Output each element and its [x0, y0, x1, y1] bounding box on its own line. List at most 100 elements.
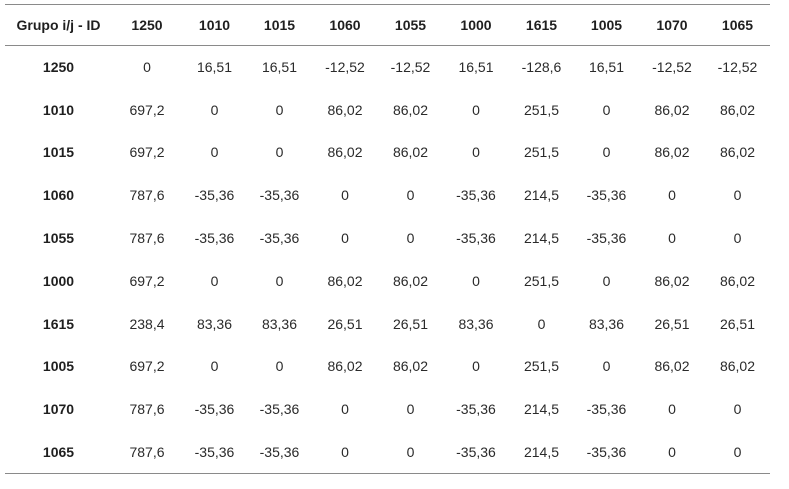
table-cell: 86,02	[392, 272, 429, 289]
table-cell: 0	[733, 187, 742, 204]
table-cell: 0	[143, 59, 151, 76]
column-header: 1000	[443, 4, 509, 46]
column-header: 1055	[378, 4, 443, 46]
table-cell: 787,6	[112, 430, 182, 474]
table-cell: 86,02	[327, 144, 363, 161]
column-header: 1070	[639, 4, 705, 46]
table-cell: 86,02	[654, 144, 690, 161]
table-cell: 214,5	[523, 187, 560, 204]
table-cell: -12,52	[390, 59, 431, 76]
table-row: 1065 787,6 -35,36 -35,36 0 0 -35,36 214,5 -35,36…	[5, 430, 770, 474]
table-cell: 0	[537, 315, 546, 332]
table-cell: 0	[275, 272, 284, 289]
row-header: 1615	[42, 315, 75, 332]
table-cell: 0	[472, 144, 480, 161]
table-cell: 16,51	[196, 59, 233, 76]
table-cell: 238,4	[129, 315, 165, 332]
table-cell: 0	[472, 358, 480, 375]
table-cell: 214,5	[523, 401, 560, 418]
table-cell: 26,51	[719, 315, 756, 332]
table-cell: -35,36	[574, 430, 639, 474]
table-cell: -35,36	[259, 230, 300, 247]
table-cell: 214,5	[509, 430, 574, 474]
column-header: 1010	[182, 4, 247, 46]
column-header: 1250	[112, 4, 182, 46]
table-cell: 0	[210, 358, 219, 375]
table-cell: 0	[275, 101, 284, 118]
table-cell: 787,6	[129, 230, 165, 247]
table-cell: -12,52	[717, 59, 758, 76]
column-header: 1060	[312, 4, 378, 46]
table-cell: 251,5	[523, 144, 560, 161]
table-cell: 0	[378, 430, 443, 474]
table-row: 1250 0 16,51 16,51 -12,52 -12,52 16,51 -128,6 16…	[5, 46, 770, 89]
row-header: 1000	[42, 272, 75, 289]
table-cell: 0	[602, 272, 611, 289]
table-cell: 0	[472, 101, 480, 118]
table-cell: 0	[210, 272, 219, 289]
table-cell: -35,36	[194, 230, 235, 247]
table-row: 1060 787,6 -35,36 -35,36 0 0 -35,36 214,5 -35,36…	[5, 174, 770, 217]
column-header: 1005	[574, 4, 639, 46]
table-cell: 26,51	[392, 315, 429, 332]
header-label: Grupo i/j - ID	[5, 4, 112, 46]
table-cell: 86,02	[654, 272, 690, 289]
table-row: 1005 697,2 0 0 86,02 86,02 0 251,5 0 86,02 86,02	[5, 345, 770, 388]
table-cell: 0	[668, 187, 676, 204]
table-cell: 0	[602, 144, 611, 161]
table-cell: 787,6	[129, 187, 165, 204]
table-cell: 86,02	[719, 358, 756, 375]
table-cell: 0	[668, 401, 676, 418]
table-cell: -12,52	[652, 59, 692, 76]
table-cell: 697,2	[129, 358, 165, 375]
column-header: 1015	[247, 4, 312, 46]
table-cell: -35,36	[194, 187, 235, 204]
table-cell: 0	[210, 144, 219, 161]
table-cell: 0	[602, 101, 611, 118]
column-header: 1615	[509, 4, 574, 46]
table-row: 1015 697,2 0 0 86,02 86,02 0 251,5 0 86,02 86,02	[5, 131, 770, 174]
table-cell: 787,6	[129, 401, 165, 418]
table-cell: 26,51	[654, 315, 690, 332]
data-table-container: Grupo i/j - ID 1250 1010 1015 1060 1055 1000 1…	[5, 4, 770, 474]
row-header: 1070	[42, 401, 75, 418]
table-cell: -128,6	[521, 59, 562, 76]
table-cell: 83,36	[588, 315, 625, 332]
table-cell: -35,36	[586, 187, 627, 204]
table-cell: 86,02	[392, 144, 429, 161]
table-cell: -35,36	[182, 430, 247, 474]
table-cell: 0	[472, 272, 480, 289]
row-header: 1005	[42, 358, 75, 375]
table-cell: 0	[406, 187, 415, 204]
table-cell: 697,2	[129, 101, 165, 118]
row-header: 1055	[42, 230, 75, 247]
table-cell: 86,02	[392, 101, 429, 118]
table-cell: 214,5	[523, 230, 560, 247]
table-cell: 16,51	[458, 59, 494, 76]
table-cell: 86,02	[719, 272, 756, 289]
table-cell: -35,36	[456, 401, 496, 418]
table-cell: -12,52	[325, 59, 365, 76]
table-cell: 0	[668, 230, 676, 247]
table-cell: 251,5	[523, 358, 560, 375]
table-cell: 0	[341, 187, 349, 204]
table-cell: 697,2	[129, 144, 165, 161]
table-cell: 86,02	[719, 144, 756, 161]
table-cell: 86,02	[327, 358, 363, 375]
table-row: 1070 787,6 -35,36 -35,36 0 0 -35,36 214,5 -35,36…	[5, 388, 770, 431]
table-cell: 0	[275, 358, 284, 375]
table-cell: 0	[312, 430, 378, 474]
table-cell: 0	[341, 230, 349, 247]
table-row: 1615 238,4 83,36 83,36 26,51 26,51 83,36 0 83,36…	[5, 302, 770, 345]
row-header: 1250	[42, 59, 75, 76]
table-cell: 86,02	[654, 358, 690, 375]
row-header: 1015	[42, 144, 75, 161]
table-cell: 0	[733, 230, 742, 247]
table-row: 1010 697,2 0 0 86,02 86,02 0 251,5 0 86,02 86,02	[5, 88, 770, 131]
table-cell: 86,02	[719, 101, 756, 118]
table-row: 1000 697,2 0 0 86,02 86,02 0 251,5 0 86,02 86,02	[5, 259, 770, 302]
header-row: Grupo i/j - ID 1250 1010 1015 1060 1055 1000 1…	[5, 4, 770, 46]
table-cell: 26,51	[327, 315, 363, 332]
table-cell: 0	[341, 401, 349, 418]
table-cell: 0	[602, 358, 611, 375]
